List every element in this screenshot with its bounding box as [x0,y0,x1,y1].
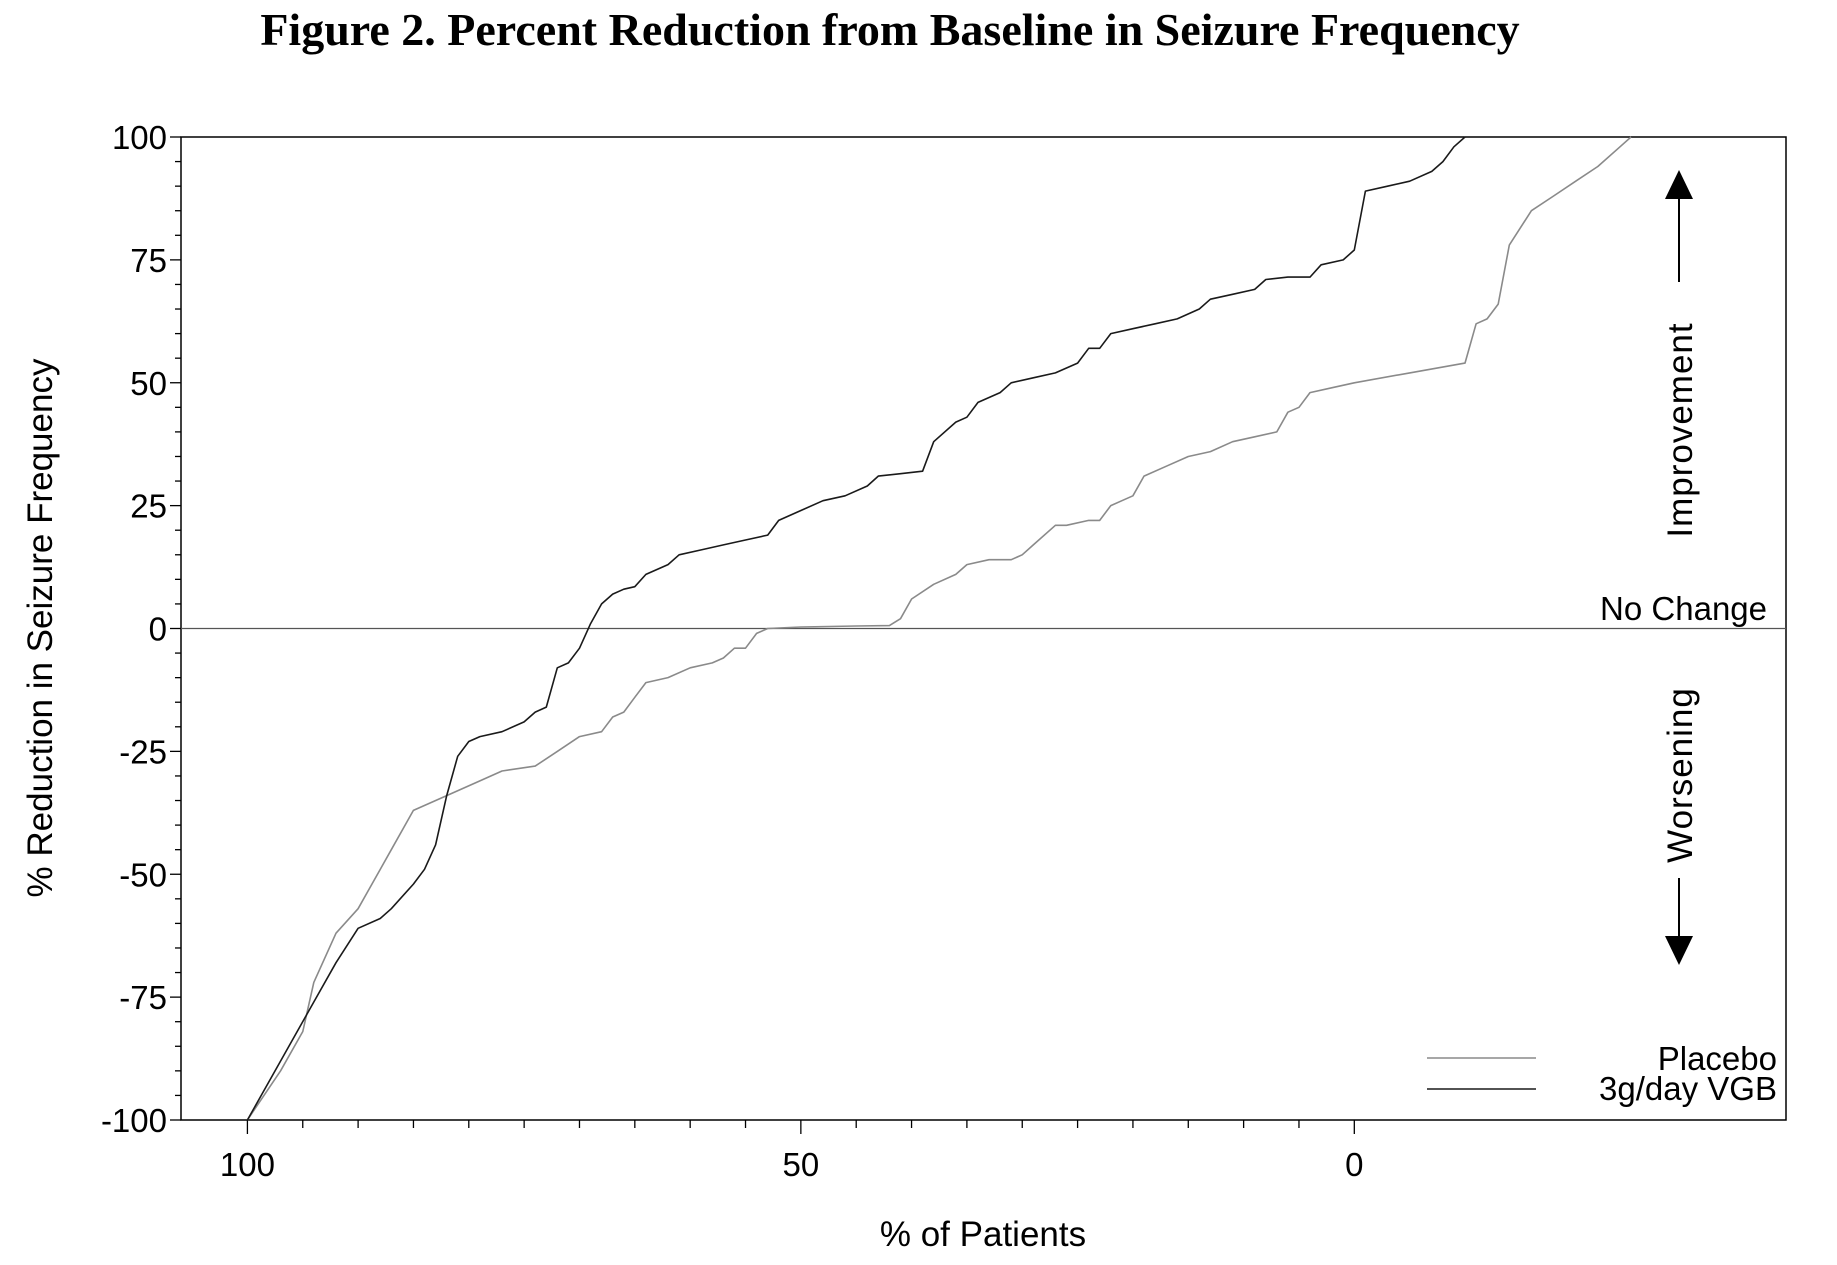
y-tick-label: 75 [130,242,167,279]
legend-label-placebo: Placebo [1658,1040,1777,1077]
y-tick-label: 50 [130,365,167,402]
arrow-down-icon [1665,936,1693,965]
y-tick-label: -100 [101,1102,167,1139]
x-tick-label: 0 [1345,1146,1363,1183]
x-axis: 100 50 0 [220,1120,1363,1183]
y-axis-title: % Reduction in Seizure Frequency [21,358,60,897]
worsening-label: Worsening [1661,687,1700,863]
y-tick-label: 0 [149,611,167,648]
x-tick-label: 100 [220,1146,275,1183]
x-tick-label: 50 [783,1146,820,1183]
y-axis: 100 75 50 25 0 -25 -50 -75 -100 [101,119,181,1139]
legend-label-vgb: 3g/day VGB [1599,1070,1777,1107]
arrow-up-icon [1665,170,1693,199]
series-line-placebo [246,136,1632,1121]
y-tick-label: 100 [112,119,167,156]
y-tick-label: -75 [119,979,167,1016]
series-layer [246,136,1632,1121]
series-line-vgb [246,136,1466,1121]
improvement-label: Improvement [1661,322,1700,537]
page-title: Figure 2. Percent Reduction from Baselin… [260,4,1520,55]
y-tick-label: -50 [119,856,167,893]
no-change-label: No Change [1600,590,1767,627]
y-tick-label: -25 [119,733,167,770]
y-tick-label: 25 [130,488,167,525]
x-axis-title: % of Patients [880,1215,1086,1254]
legend: Placebo 3g/day VGB [1427,1040,1777,1107]
